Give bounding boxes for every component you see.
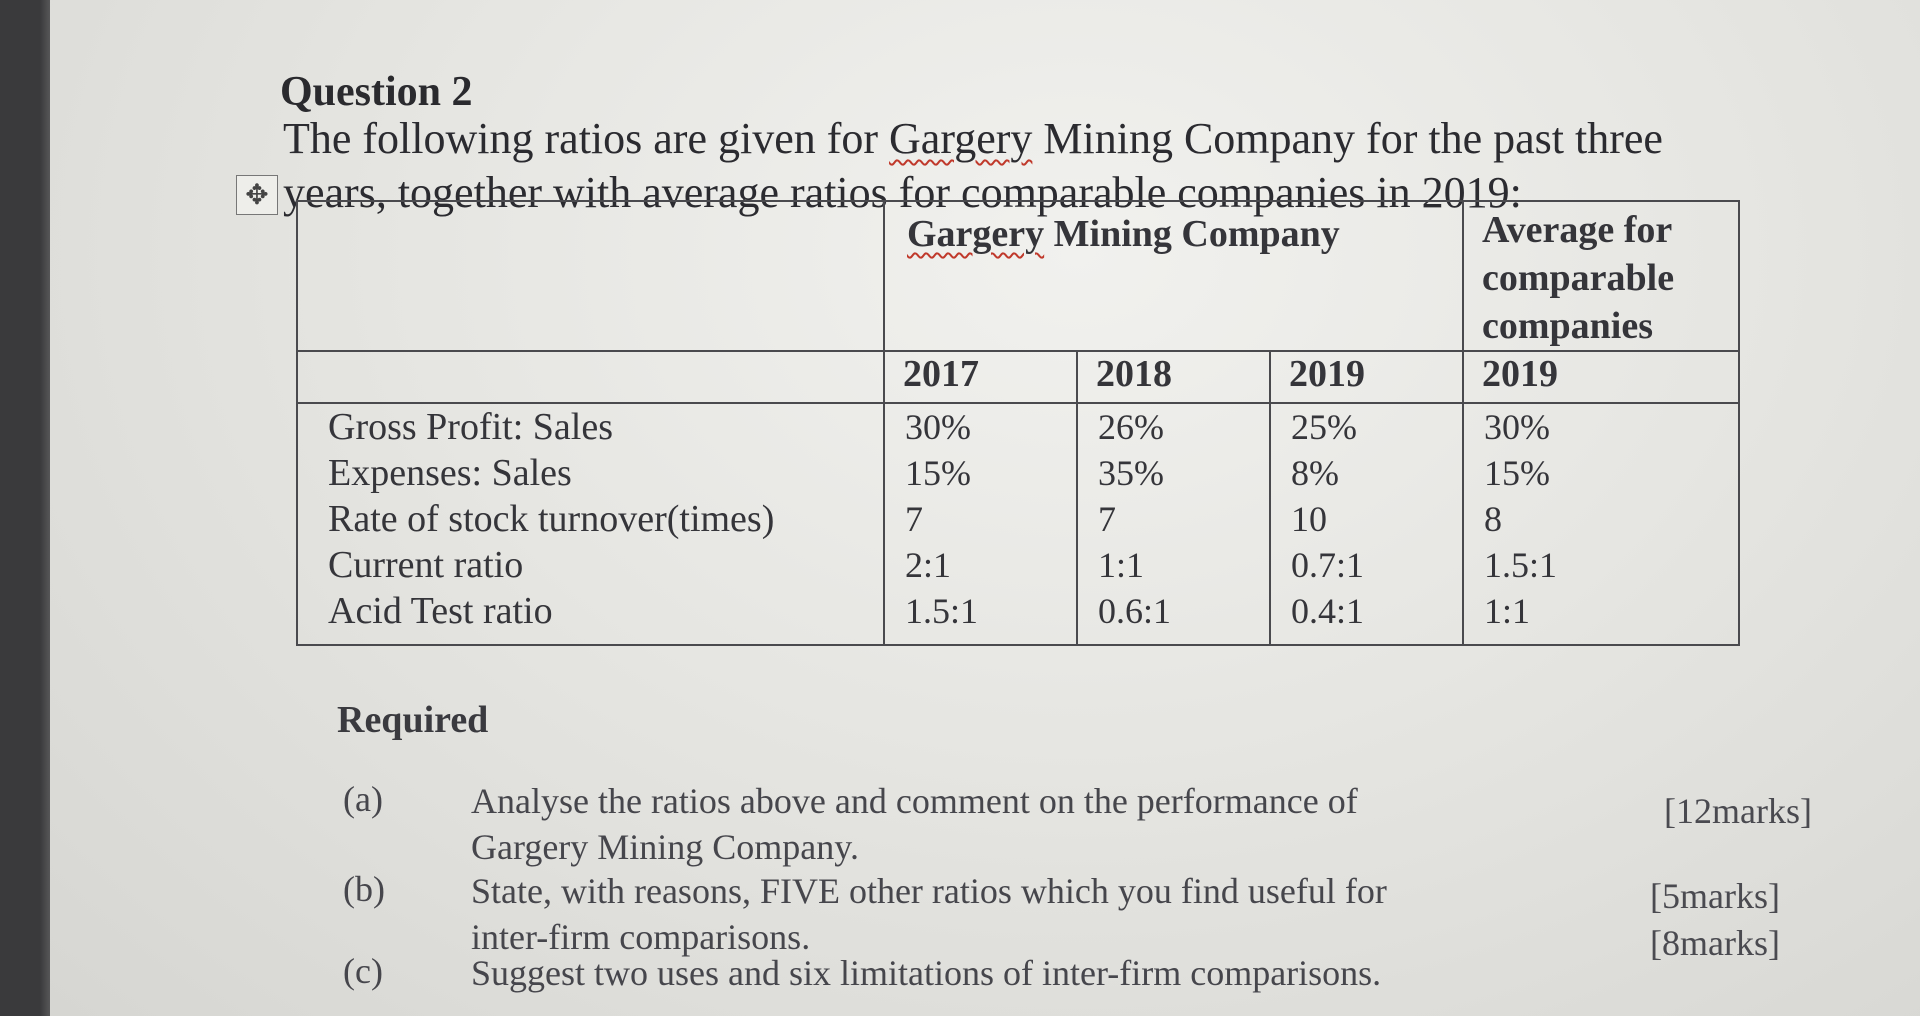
- value-2018: 0.6:1: [1097, 591, 1171, 631]
- value-2019: 0.4:1: [1290, 591, 1364, 631]
- marks-a: [12marks]: [1664, 791, 1812, 831]
- value-2018: 35%: [1097, 453, 1164, 493]
- spellcheck-word-gargery[interactable]: Gargery: [889, 114, 1033, 163]
- part-text: Analyse the ratios above and comment on …: [471, 781, 1358, 867]
- value-2017: 2:1: [905, 545, 952, 585]
- value-2019: 8%: [1290, 453, 1339, 493]
- header-empty-cell: [296, 200, 885, 352]
- value-2018: 26%: [1097, 407, 1164, 447]
- row-label: Gross Profit: Sales: [328, 406, 613, 448]
- value-2018: 1:1: [1097, 545, 1144, 585]
- value-2019: 0.7:1: [1290, 545, 1364, 585]
- ratios-table[interactable]: Gargery Mining Company Average for compa…: [296, 200, 1740, 646]
- marks-b: [5marks]: [1650, 876, 1780, 916]
- row-label: Acid Test ratio: [328, 590, 553, 632]
- value-2017: 7: [905, 499, 923, 539]
- company-header: Gargery Mining Company: [883, 200, 1464, 352]
- document-page: Question 2 The following ratios are give…: [50, 0, 1920, 1016]
- values-2018-cell: 26% 35% 7 1:1 0.6:1: [1075, 402, 1271, 646]
- table-row: Gross Profit: Sales Expenses: Sales Rate…: [296, 402, 1740, 646]
- year-2018: 2018: [1075, 350, 1271, 404]
- year-row: 2017 2018 2019 2019: [296, 350, 1740, 404]
- row-label: Rate of stock turnover(times): [328, 498, 775, 540]
- value-average: 1:1: [1484, 591, 1531, 631]
- value-average: 30%: [1484, 407, 1550, 447]
- part-label: (a): [343, 779, 383, 819]
- year-2019: 2019: [1268, 350, 1465, 404]
- spellcheck-word-gargery-header[interactable]: Gargery: [907, 213, 1045, 255]
- year-2017: 2017: [883, 350, 1078, 404]
- value-2019: 25%: [1290, 407, 1357, 447]
- value-average: 1.5:1: [1484, 545, 1558, 585]
- values-average-cell: 30% 15% 8 1.5:1 1:1: [1462, 402, 1740, 646]
- required-heading: Required: [337, 699, 489, 741]
- value-2018: 7: [1097, 499, 1116, 539]
- intro-text-start: The following ratios are given for: [283, 114, 890, 163]
- value-average: 8: [1484, 499, 1502, 539]
- value-average: 15%: [1484, 453, 1550, 493]
- values-2019-cell: 25% 8% 10 0.7:1 0.4:1: [1268, 402, 1465, 646]
- part-text: State, with reasons, FIVE other ratios w…: [471, 871, 1387, 957]
- question-heading: Question 2: [280, 69, 473, 115]
- value-2017: 15%: [905, 453, 971, 493]
- row-label: Expenses: Sales: [328, 452, 572, 494]
- part-label: (b): [343, 869, 385, 909]
- year-average-2019: 2019: [1462, 350, 1740, 404]
- value-2017: 30%: [905, 407, 971, 447]
- year-empty-cell: [296, 350, 885, 404]
- ratio-labels-cell: Gross Profit: Sales Expenses: Sales Rate…: [296, 402, 885, 646]
- company-header-rest: Mining Company: [1044, 213, 1340, 255]
- table-header-row: Gargery Mining Company Average for compa…: [296, 200, 1740, 352]
- move-arrows-icon[interactable]: ✥: [236, 175, 278, 215]
- row-label: Current ratio: [328, 544, 524, 586]
- value-2017: 1.5:1: [905, 591, 979, 631]
- marks-c: [8marks]: [1650, 923, 1780, 963]
- part-label: (c): [343, 951, 383, 991]
- values-2017-cell: 30% 15% 7 2:1 1.5:1: [883, 402, 1078, 646]
- part-text: Suggest two uses and six limitations of …: [471, 953, 1382, 993]
- average-header: Average for comparable companies: [1462, 200, 1740, 352]
- value-2019: 10: [1290, 499, 1327, 539]
